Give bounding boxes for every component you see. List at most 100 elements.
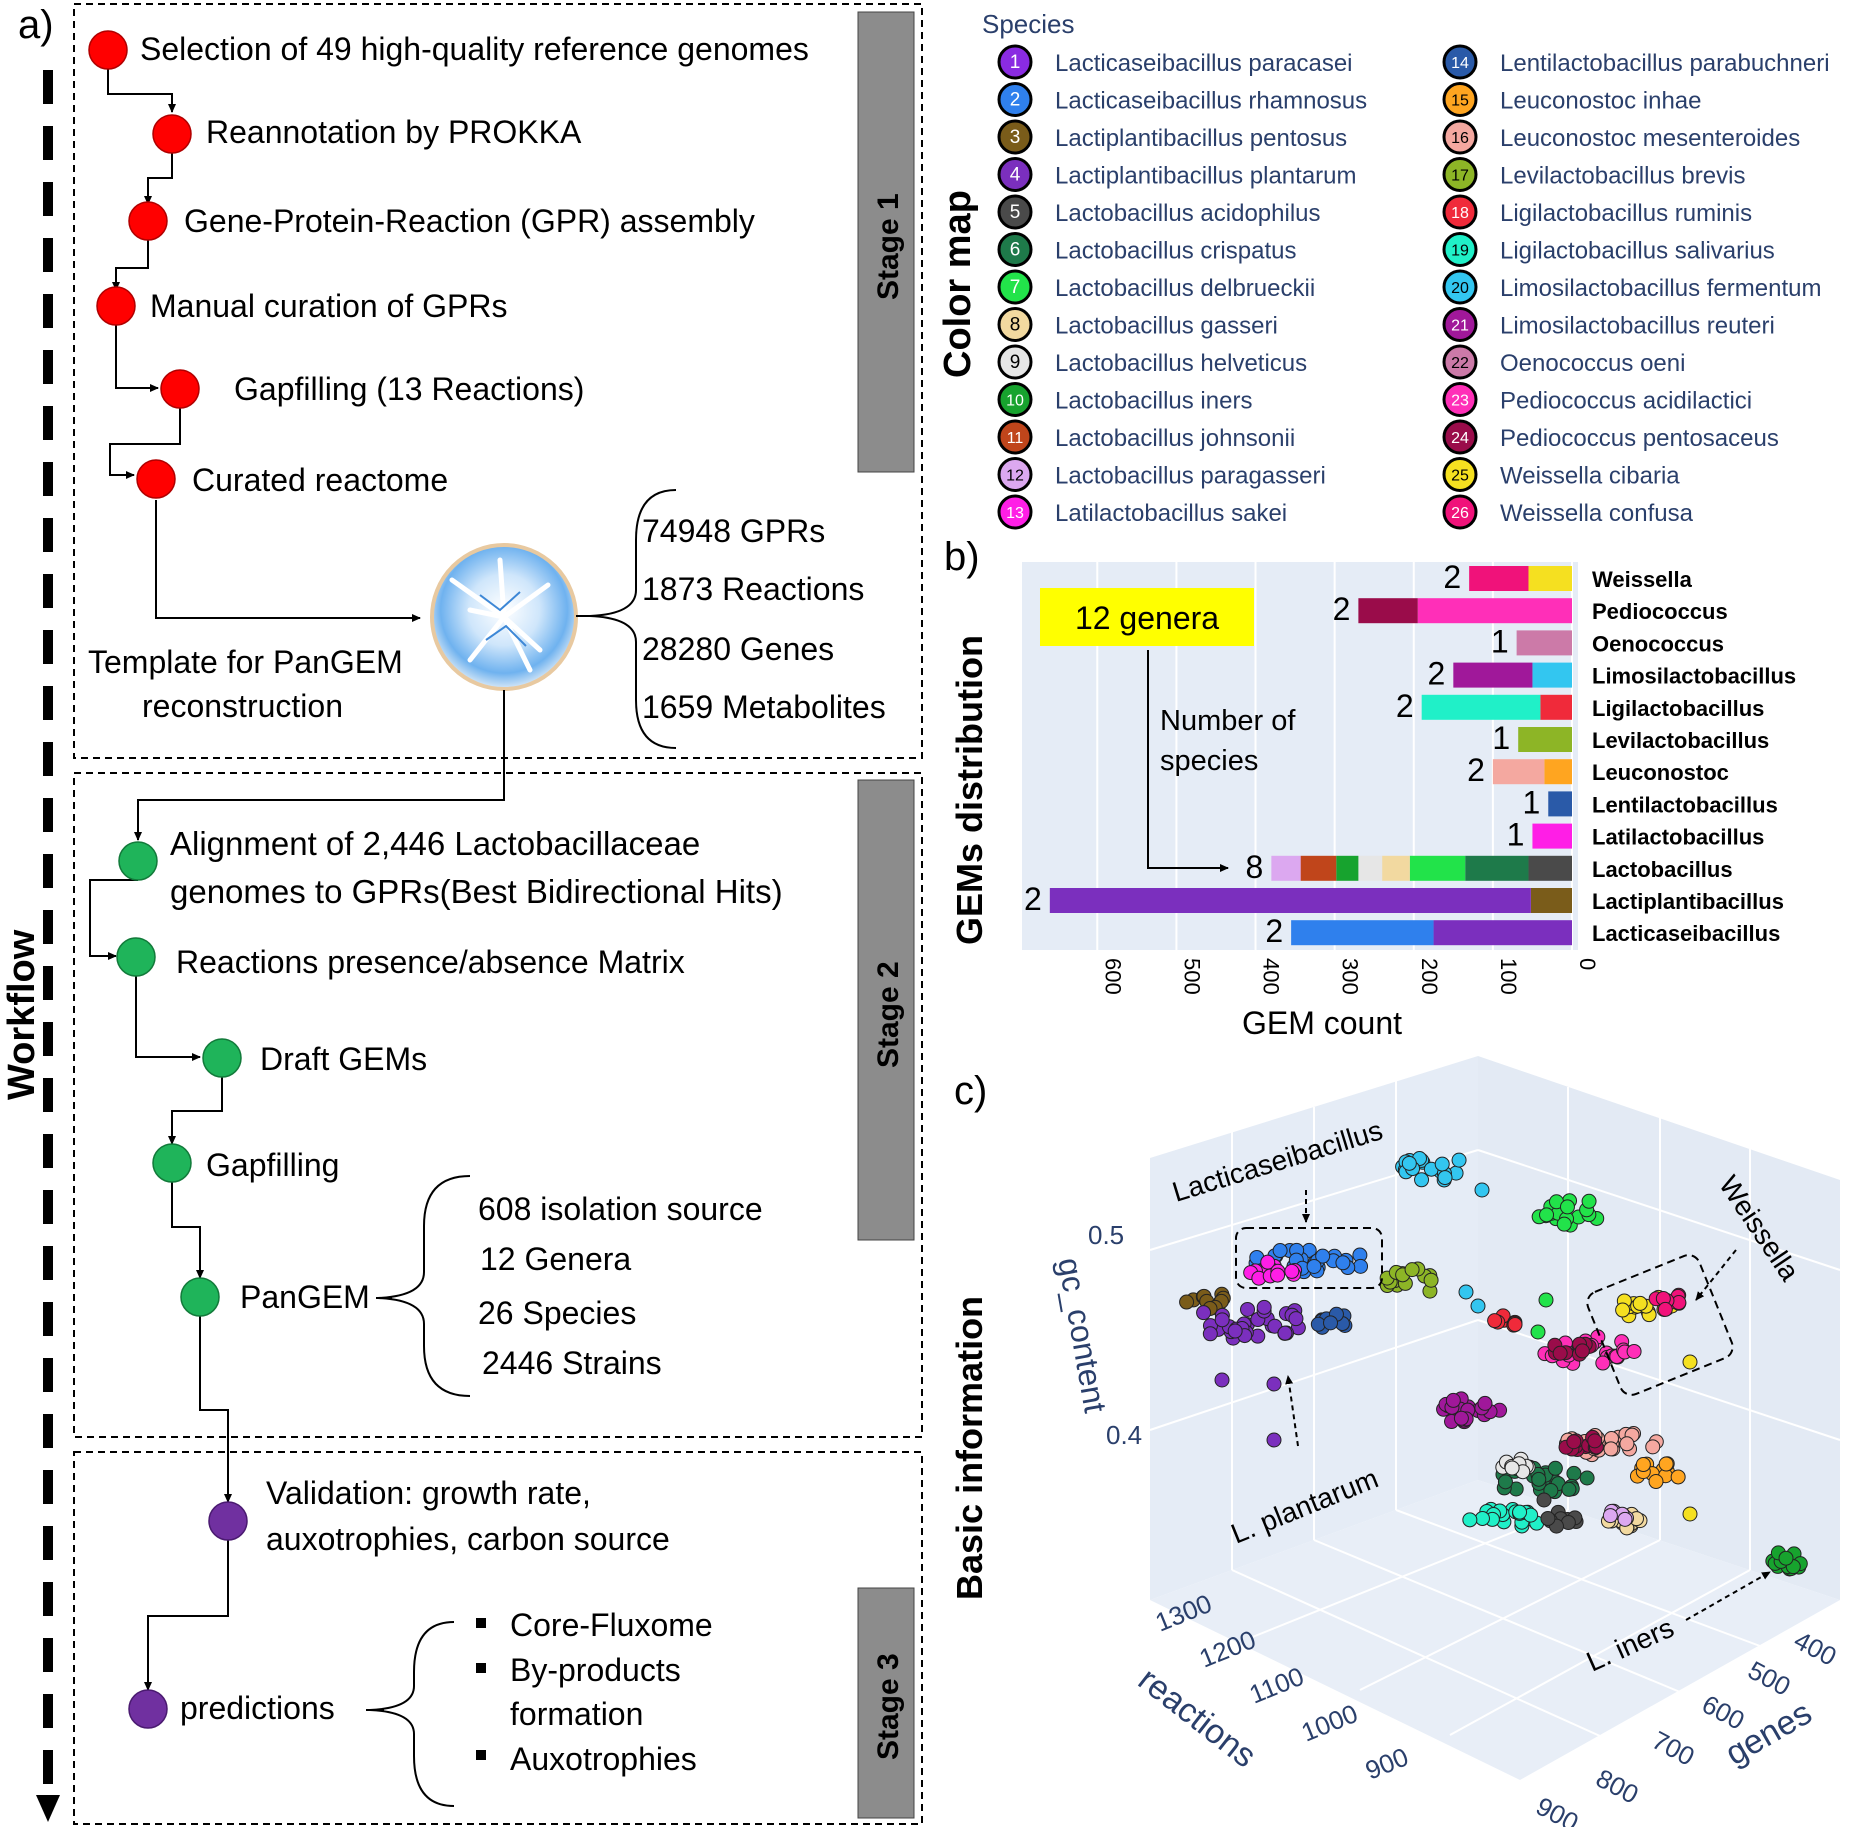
stage1-step-1: Selection of 49 high-quality reference g… bbox=[140, 31, 809, 67]
scatter-outlier-1 bbox=[1458, 1284, 1474, 1300]
axis-label-gc-content: gc_content bbox=[1051, 1255, 1114, 1416]
stage1-step-5: Gapfilling (13 Reactions) bbox=[234, 371, 584, 407]
stage2-node-5 bbox=[180, 1277, 220, 1317]
bar-tick-labels: 0 100 200 300 400 500 600 bbox=[1100, 958, 1600, 995]
workflow-label: Workflow bbox=[1, 929, 43, 1100]
scatter-point-16-24 bbox=[1531, 1471, 1547, 1487]
scatter-point-3-13 bbox=[1284, 1263, 1300, 1279]
bar-Weissella-segment-0 bbox=[1528, 566, 1572, 591]
bar-Lactobacillus-segment-4 bbox=[1358, 855, 1383, 881]
bullet-3 bbox=[476, 1750, 486, 1760]
scatter-point-15-11 bbox=[1587, 1433, 1603, 1449]
stage1-stat-reactions: 1873 Reactions bbox=[642, 571, 864, 607]
scatter-point-14-20 bbox=[1645, 1439, 1661, 1455]
bar-Leuconostoc-segment-0 bbox=[1544, 759, 1572, 785]
bar-tick-200: 200 bbox=[1417, 958, 1442, 995]
scatter-point-19-17 bbox=[1512, 1504, 1528, 1520]
stage2-step-5: PanGEM bbox=[240, 1279, 370, 1315]
stage1-stat-metabolites: 1659 Metabolites bbox=[642, 689, 886, 725]
scatter-point-2-16 bbox=[1272, 1243, 1288, 1259]
scatter-point-23-13 bbox=[1778, 1550, 1794, 1566]
stage3-output-2b: formation bbox=[510, 1696, 643, 1732]
species-name-7: Lactobacillus delbrueckii bbox=[1055, 275, 1315, 302]
scatter-outlier-10 bbox=[1536, 1492, 1552, 1508]
scatter-point-2-24 bbox=[1335, 1255, 1351, 1271]
scatter-point-8-16 bbox=[1615, 1302, 1631, 1318]
panel-label-c: c) bbox=[954, 1069, 987, 1113]
bar-Lactiplantibacillus-segment-1 bbox=[1049, 888, 1531, 913]
bar-Lactobacillus-segment-7 bbox=[1271, 855, 1301, 881]
stage1-connectors bbox=[107, 52, 421, 622]
scatter-point-0-19 bbox=[1437, 1170, 1453, 1186]
scatter-point-14-25 bbox=[1603, 1441, 1619, 1457]
bar-xlabel: GEM count bbox=[1242, 1005, 1402, 1041]
species-count-note-line1: Number of bbox=[1160, 705, 1296, 737]
bar-count-Weissella: 2 bbox=[1443, 559, 1461, 595]
species-name-6: Lactobacillus crispatus bbox=[1055, 238, 1296, 265]
annot-l-plantarum-arrow bbox=[1285, 1375, 1299, 1447]
stage3-outputs-brace bbox=[369, 1621, 455, 1807]
species-name-9: Lactobacillus helveticus bbox=[1055, 350, 1307, 377]
species-name-12: Lactobacillus paragasseri bbox=[1055, 463, 1326, 490]
bar-Lactobacillus-segment-5 bbox=[1336, 855, 1359, 881]
annot-l-iners-arrow bbox=[1685, 1571, 1771, 1621]
scatter-point-18-13 bbox=[1635, 1457, 1651, 1473]
template-label-line1: Template for PanGEM bbox=[88, 644, 403, 680]
species-swatch-16 bbox=[1442, 119, 1478, 155]
stage1-node-1 bbox=[88, 30, 128, 70]
species-swatch-20 bbox=[1442, 269, 1478, 305]
scatter-point-20-9 bbox=[1540, 1510, 1556, 1526]
bar-tick-0: 0 bbox=[1575, 958, 1600, 970]
species-number-4: 4 bbox=[1010, 165, 1021, 186]
bar-Oenococcus-segment-0 bbox=[1516, 630, 1572, 656]
scatter-point-2-9 bbox=[1353, 1258, 1369, 1274]
stage1-step-3: Gene-Protein-Reaction (GPR) assembly bbox=[184, 203, 755, 239]
species-swatch-10 bbox=[997, 382, 1033, 417]
species-name-14: Lentilactobacillus parabuchneri bbox=[1500, 50, 1830, 77]
scatter-point-18-12 bbox=[1648, 1474, 1664, 1490]
species-name-21: Limosilactobacillus reuteri bbox=[1500, 313, 1775, 340]
stage3-output-2: By-products bbox=[510, 1652, 681, 1688]
lacticaseibacillus-highlight bbox=[1235, 1227, 1383, 1289]
species-number-7: 7 bbox=[1010, 277, 1021, 298]
scatter-point-11-23 bbox=[1626, 1343, 1642, 1359]
species-name-24: Pediococcus pentosaceus bbox=[1500, 425, 1779, 452]
species-swatch-15 bbox=[1442, 82, 1478, 117]
species-number-12: 12 bbox=[1006, 468, 1024, 485]
species-name-3: Lactiplantibacillus pentosus bbox=[1055, 125, 1347, 152]
species-number-19: 19 bbox=[1451, 243, 1469, 260]
bar-Weissella-segment-1 bbox=[1469, 566, 1529, 591]
bar-Lactobacillus-segment-1 bbox=[1465, 855, 1529, 881]
bullet-2 bbox=[476, 1663, 486, 1673]
panel-label-a: a) bbox=[18, 3, 54, 47]
scatter-point-18-11 bbox=[1670, 1469, 1686, 1485]
bar-tick-500: 500 bbox=[1179, 958, 1204, 995]
scatter-point-0-18 bbox=[1401, 1155, 1417, 1171]
bar-count-Oenococcus: 1 bbox=[1491, 623, 1509, 659]
stage1-step-6: Curated reactome bbox=[192, 462, 448, 498]
scatter-outlier-0 bbox=[1474, 1182, 1490, 1198]
species-number-3: 3 bbox=[1010, 127, 1021, 148]
species-name-15: Leuconostoc inhae bbox=[1500, 88, 1702, 115]
species-swatch-25 bbox=[1442, 457, 1478, 492]
bar-Limosilactobacillus-segment-1 bbox=[1453, 662, 1533, 688]
stage2-node-3 bbox=[202, 1038, 242, 1078]
stage3-box bbox=[73, 1451, 923, 1825]
scatter-point-6-16 bbox=[1214, 1312, 1230, 1328]
stage2-stat-strains: 2446 Strains bbox=[482, 1345, 662, 1381]
basic-information-label: Basic information bbox=[949, 1296, 990, 1600]
stage3-validation-line1: Validation: growth rate, bbox=[266, 1475, 591, 1511]
species-number-16: 16 bbox=[1451, 130, 1469, 147]
bar-category-Latilactobacillus: Latilactobacillus bbox=[1592, 825, 1764, 850]
species-swatch-24 bbox=[1442, 419, 1478, 455]
scatter-outlier-2 bbox=[1470, 1298, 1486, 1314]
bar-category-Oenococcus: Oenococcus bbox=[1592, 631, 1724, 656]
species-number-26: 26 bbox=[1451, 505, 1469, 522]
bar-tick-400: 400 bbox=[1259, 958, 1284, 995]
scatter-point-6-18 bbox=[1240, 1301, 1256, 1317]
reaction-tick-3: 1000 bbox=[1297, 1698, 1362, 1747]
scatter-outlier-6 bbox=[1266, 1376, 1282, 1392]
stage3-connectors bbox=[144, 1540, 229, 1691]
